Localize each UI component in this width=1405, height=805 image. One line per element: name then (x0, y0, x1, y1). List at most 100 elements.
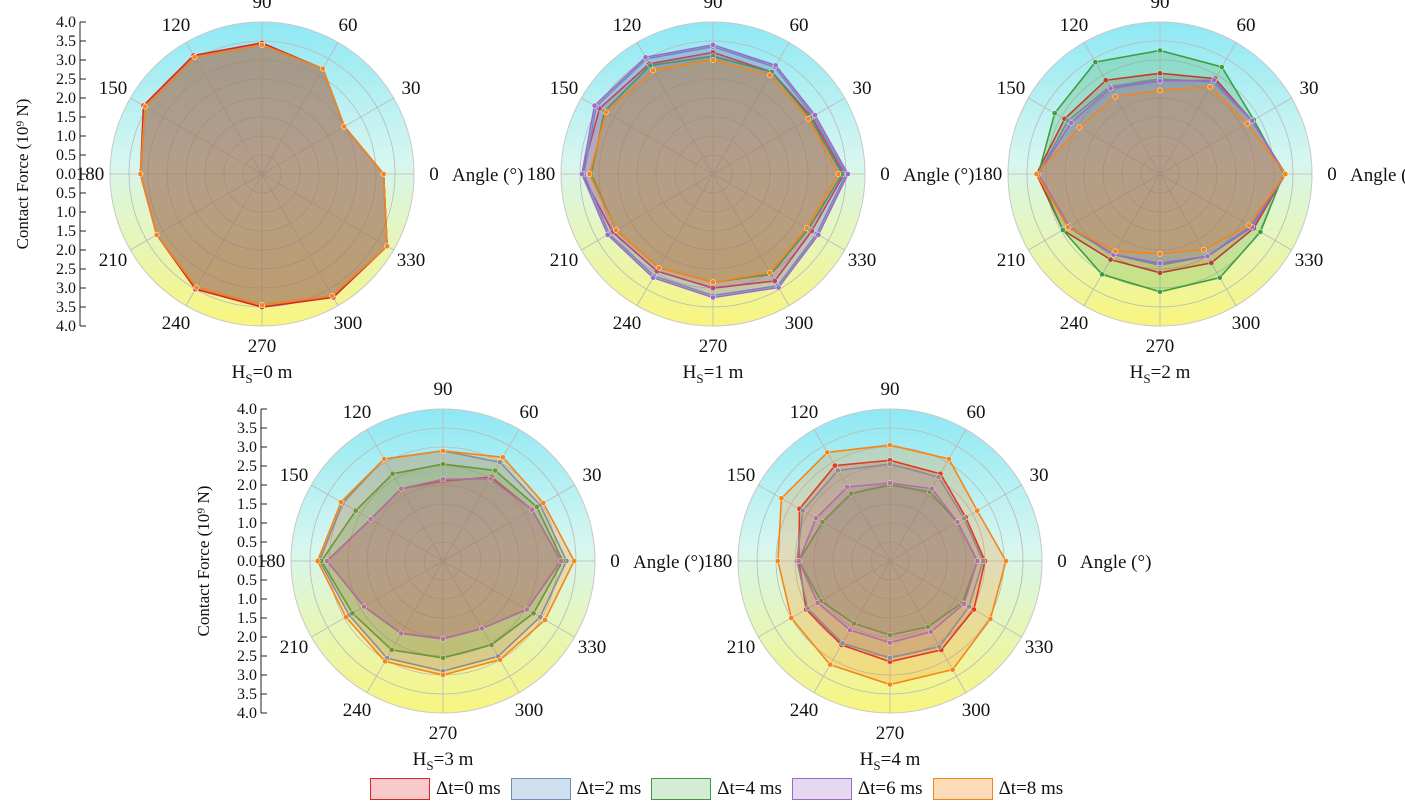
radar-point (1065, 224, 1071, 231)
radar-point (530, 610, 537, 617)
radial-axis-tick-label: 3.5 (56, 299, 76, 316)
legend-swatch (651, 778, 712, 800)
legend-label: Δt=4 ms (717, 778, 782, 799)
radar-point (775, 284, 782, 291)
angle-tick-label: 180 (76, 164, 105, 185)
radar-point (1257, 229, 1264, 235)
radar-point (839, 640, 846, 647)
radial-axis-tick-label: 1.0 (56, 128, 76, 145)
radar-series-4 (314, 447, 577, 678)
radar-point (381, 456, 387, 462)
radar-point (500, 454, 506, 461)
angle-tick-label: 30 (582, 465, 601, 486)
radar-series-2 (318, 461, 566, 661)
radar-point (540, 500, 547, 506)
radar-point (642, 54, 649, 61)
radar-point (1068, 119, 1074, 126)
radar-point (324, 558, 330, 564)
radial-axis-tick-label: 0.5 (56, 147, 76, 164)
radar-point (928, 628, 934, 635)
radar-point (851, 620, 857, 627)
angle-tick-label: 240 (343, 700, 372, 721)
angle-tick-label: 0 (429, 164, 439, 185)
radar-spoke (581, 173, 714, 251)
radar-spoke (636, 173, 714, 306)
radial-axis-tick-label: 2.5 (237, 648, 257, 665)
angle-axis-title: Angle (°) (633, 552, 704, 573)
radar-point (537, 614, 543, 620)
radar-spoke (366, 429, 444, 562)
angle-tick-label: 240 (613, 313, 642, 334)
angle-tick-label: 240 (790, 700, 819, 721)
legend-item: Δt=8 ms (932, 778, 1064, 800)
radar-spoke (1159, 173, 1237, 306)
radar-point (1204, 253, 1211, 260)
radial-axis-tick-label: 2.0 (56, 242, 76, 259)
radial-axis-tick-label: 3.5 (56, 33, 76, 50)
radar-point (1157, 260, 1163, 267)
radar-point (1112, 248, 1119, 255)
angle-axis-title: Angle (°) (1350, 165, 1405, 186)
angle-tick-label: 240 (1060, 313, 1089, 334)
radar-point (887, 632, 893, 638)
angle-tick-label: 90 (881, 379, 900, 400)
radar-point (647, 62, 654, 69)
radar-point (440, 447, 446, 454)
radar-point (844, 484, 851, 490)
angle-tick-label: 0 (610, 551, 620, 572)
radial-axis-tick-label: 1.5 (56, 109, 76, 126)
radar-point (961, 600, 967, 607)
radial-axis-tick-label: 1.5 (237, 496, 257, 513)
radar-point (398, 630, 405, 637)
radar-point (361, 603, 367, 610)
angle-tick-label: 30 (401, 78, 420, 99)
radar-point (380, 171, 387, 177)
radar-point (479, 625, 485, 632)
radar-point (946, 456, 952, 462)
radar-point (813, 515, 819, 522)
radar-point (579, 171, 585, 177)
radial-axis-tick-label: 3.5 (237, 420, 257, 437)
radar-point (529, 506, 535, 513)
radar-point (834, 467, 841, 474)
radar-chart-1: 0 30 60 90 120 150 180 210 240 270 300 330 Angle (°)… (527, 0, 975, 386)
angle-tick-label: 120 (343, 402, 372, 423)
radar-point (1112, 93, 1119, 100)
radar-point (338, 499, 344, 505)
radar-point (440, 476, 446, 483)
radial-axis-tick-label: 2.5 (56, 71, 76, 88)
angle-tick-label: 60 (790, 15, 809, 36)
legend-label: Δt=8 ms (998, 778, 1064, 799)
radar-point (1218, 64, 1225, 70)
radar-point (710, 285, 716, 291)
radar-series-4 (586, 57, 842, 286)
radial-axis-tick-label: 2.0 (237, 629, 257, 646)
angle-tick-label: 150 (280, 465, 309, 486)
legend-item: Δt=2 ms (510, 778, 641, 800)
radar-point (1157, 47, 1163, 54)
radial-axis-tick-label: 2.5 (56, 261, 76, 278)
radar-point (1099, 271, 1105, 278)
radar-point (1157, 250, 1163, 257)
radar-point (1208, 260, 1215, 266)
legend-swatch (510, 778, 571, 800)
radar-point (349, 610, 356, 617)
radar-point (497, 459, 503, 466)
angle-tick-label: 0 (1057, 551, 1067, 572)
radar-point (603, 109, 609, 116)
angle-tick-label: 30 (852, 78, 871, 99)
angle-tick-label: 210 (99, 250, 128, 271)
angle-tick-label: 90 (704, 0, 723, 13)
radar-point (1282, 171, 1289, 177)
radar-spoke (130, 173, 263, 251)
radial-axis-tick-label: 2.5 (237, 458, 257, 475)
radar-point (832, 462, 838, 469)
radar-spoke (442, 429, 520, 562)
radar-spoke (1159, 173, 1292, 251)
radar-point (814, 599, 821, 606)
angle-tick-label: 270 (429, 723, 458, 744)
radar-point (1060, 227, 1066, 233)
radar-spoke (1028, 97, 1161, 175)
radar-point (788, 615, 795, 621)
